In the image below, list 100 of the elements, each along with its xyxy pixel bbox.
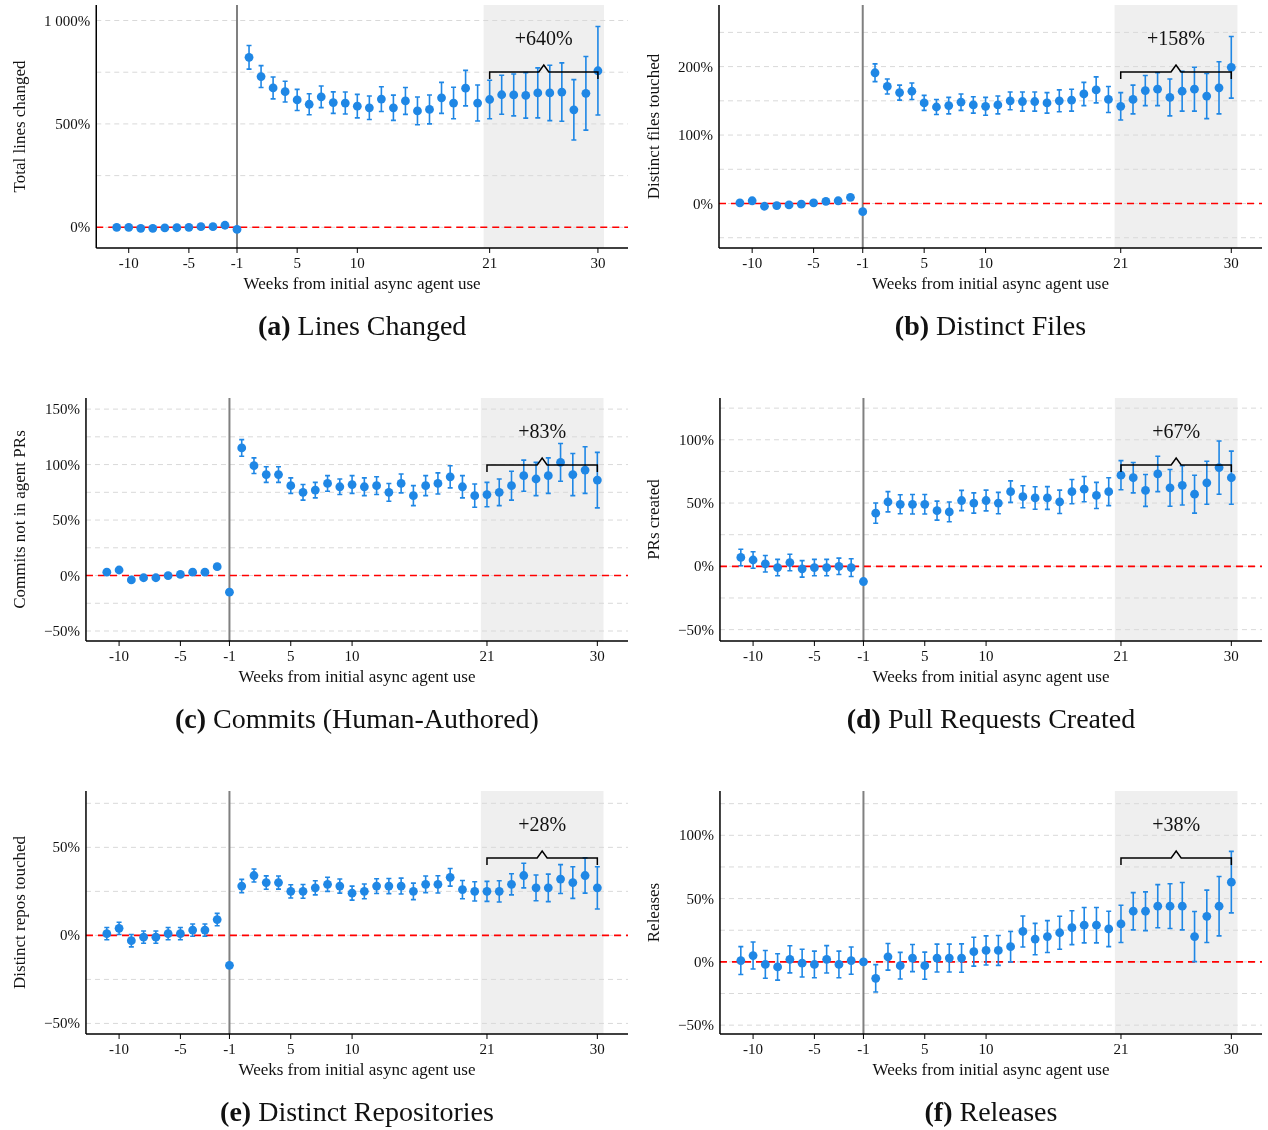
point	[981, 101, 990, 111]
x-tick-label: -10	[743, 648, 764, 664]
point	[1054, 96, 1064, 106]
point	[882, 82, 892, 91]
y-tick-label: 150%	[44, 401, 80, 418]
point	[1177, 480, 1187, 490]
point	[1153, 469, 1163, 479]
point	[280, 87, 290, 97]
x-axis-title: Weeks from initial async agent use	[238, 1060, 476, 1079]
point	[870, 68, 880, 78]
y-tick-label: 0%	[693, 953, 714, 970]
point	[822, 954, 832, 964]
annotation: +67%	[1152, 420, 1201, 442]
y-tick-label: 0%	[693, 558, 714, 575]
point	[1030, 934, 1040, 944]
y-tick-label: 0%	[59, 567, 80, 584]
x-axis-title: Weeks from initial async agent use	[243, 274, 481, 293]
point	[172, 223, 182, 233]
point	[286, 481, 296, 491]
point	[944, 507, 954, 517]
point	[445, 472, 455, 482]
x-tick-label: -10	[109, 648, 130, 664]
point	[261, 878, 271, 887]
x-tick-label: 5	[287, 1041, 295, 1057]
point	[568, 470, 578, 479]
point	[592, 883, 602, 893]
annotation: +38%	[1152, 813, 1201, 835]
y-tick-label: 50%	[52, 839, 80, 856]
point	[304, 99, 314, 109]
point	[188, 567, 198, 577]
point	[920, 499, 930, 509]
point	[858, 207, 868, 217]
point	[736, 956, 746, 965]
point	[389, 103, 398, 113]
point	[883, 952, 893, 962]
point	[148, 223, 158, 233]
point	[1091, 85, 1101, 95]
point	[1128, 473, 1138, 483]
point	[1190, 932, 1199, 941]
point	[932, 102, 941, 112]
x-tick-label: -10	[742, 255, 763, 271]
point	[735, 198, 745, 208]
y-tick-label: 50%	[52, 512, 80, 529]
point	[507, 481, 516, 491]
point	[833, 196, 843, 206]
point	[747, 196, 757, 206]
x-tick-label: 30	[589, 1041, 605, 1057]
point	[184, 222, 194, 232]
point	[1042, 98, 1052, 108]
point	[112, 222, 122, 232]
point	[920, 961, 930, 971]
point	[736, 553, 746, 562]
x-tick-label: 21	[1113, 255, 1129, 271]
y-axis-title: PRs created	[644, 478, 663, 560]
x-tick-label: 10	[978, 648, 994, 664]
point	[482, 490, 492, 499]
point	[347, 480, 357, 489]
point	[485, 95, 495, 104]
point	[1141, 906, 1150, 916]
point	[981, 496, 991, 505]
point	[908, 953, 917, 963]
point	[760, 201, 769, 211]
point	[773, 962, 783, 972]
x-tick-label: -10	[743, 1041, 764, 1057]
point	[580, 465, 590, 475]
x-tick-label: 10	[344, 648, 360, 664]
x-tick-label: 5	[293, 255, 301, 271]
y-tick-label: 100%	[44, 456, 80, 473]
point	[497, 90, 507, 100]
point	[470, 886, 480, 896]
point	[244, 52, 254, 62]
x-tick-label: 30	[1223, 1041, 1239, 1057]
x-tick-label: -5	[808, 648, 821, 664]
point	[1116, 470, 1126, 480]
x-tick-label: 30	[589, 648, 605, 664]
point	[473, 98, 483, 108]
point	[1141, 485, 1150, 495]
point	[1018, 927, 1028, 936]
x-tick-label: 5	[921, 648, 929, 664]
y-axis-title: Distinct repos touched	[10, 835, 29, 989]
text: (c) Commits (Human-Authored)	[175, 703, 539, 734]
point	[220, 220, 230, 230]
x-tick-label: 10	[978, 1041, 994, 1057]
x-tick-label: -5	[182, 255, 196, 271]
y-tick-label: −50%	[678, 621, 714, 638]
point	[1079, 920, 1089, 930]
point	[810, 959, 819, 969]
text: (a) Lines Changed	[257, 310, 467, 341]
x-tick-label: -5	[807, 255, 820, 271]
point	[1226, 877, 1236, 887]
point	[883, 497, 893, 507]
point	[1153, 901, 1163, 911]
point	[384, 487, 394, 497]
point	[1153, 84, 1162, 94]
annotation: +158%	[1147, 27, 1205, 49]
point	[907, 86, 917, 96]
point	[409, 491, 418, 501]
point	[359, 886, 369, 896]
point	[1190, 489, 1199, 499]
point	[1190, 84, 1199, 94]
